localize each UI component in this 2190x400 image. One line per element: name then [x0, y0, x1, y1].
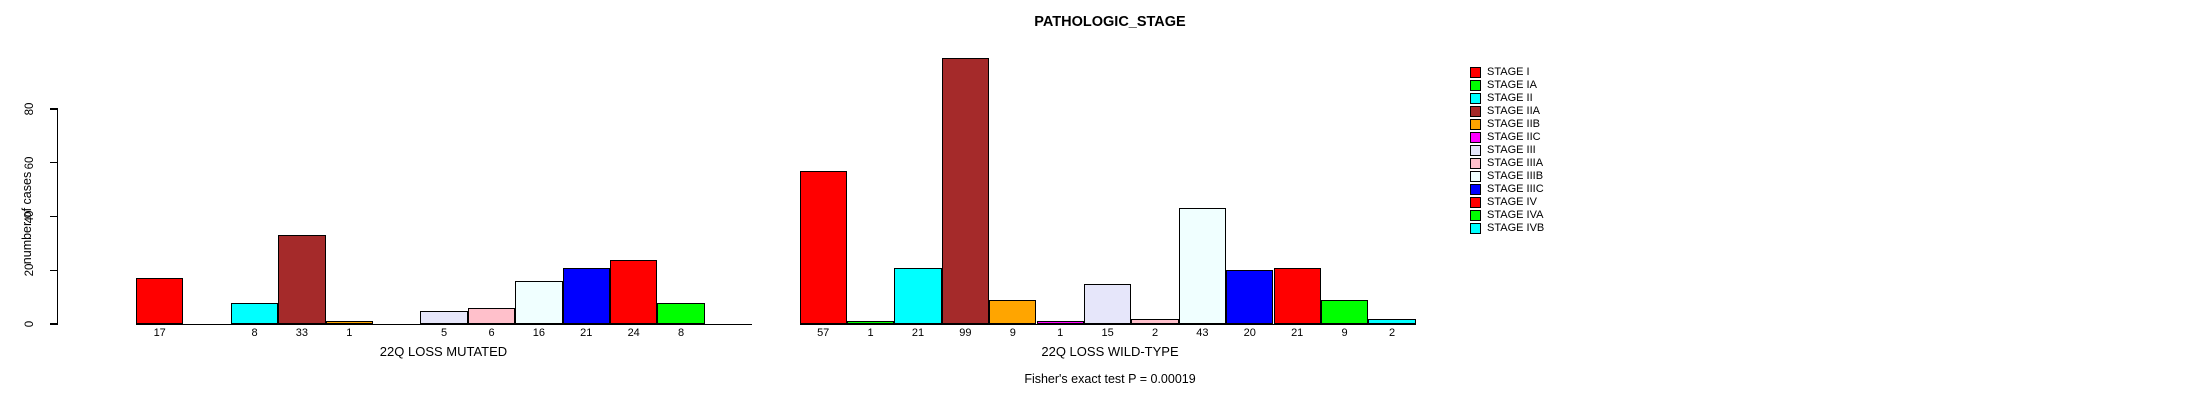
y-axis-tick-label: 20 [24, 263, 36, 277]
bar-stage-iiia [1131, 318, 1179, 324]
bar-stage-iii [1083, 283, 1132, 324]
legend-label: STAGE IA [1487, 79, 1537, 91]
legend-label: STAGE IVA [1487, 209, 1544, 221]
bar-value-label: 99 [959, 327, 972, 339]
x-axis-group-label-mutated: 22Q LOSS MUTATED [379, 344, 508, 359]
legend-label: STAGE IIIB [1487, 170, 1544, 182]
bar-value-label: 5 [441, 327, 448, 339]
bar-stage-i [799, 170, 847, 324]
legend-swatch [1470, 93, 1481, 104]
legend-label: STAGE II [1487, 92, 1533, 104]
bar-stage-ii [894, 267, 942, 324]
bar-stage-iic [1036, 321, 1084, 324]
legend-label: STAGE IIIC [1487, 183, 1544, 195]
legend-label: STAGE IIIA [1487, 157, 1544, 169]
y-axis-tick-label: 80 [24, 102, 36, 116]
legend-swatch [1470, 158, 1481, 169]
legend-swatch [1470, 119, 1481, 130]
bar-stage-iib [325, 321, 373, 324]
bar-value-label: 1 [1057, 327, 1064, 339]
bar-value-label: 15 [1101, 327, 1114, 339]
bar-stage-iiia [467, 307, 516, 324]
bar-value-label: 21 [1291, 327, 1304, 339]
y-axis-tick-label: 40 [24, 210, 36, 223]
bar-value-label: 21 [911, 327, 925, 339]
bar-value-label: 2 [1151, 327, 1159, 339]
group-baseline [799, 323, 1416, 325]
group-baseline [136, 323, 753, 325]
bar-value-label: 33 [295, 327, 309, 339]
legend-swatch [1470, 223, 1481, 234]
y-axis-tick [50, 215, 58, 218]
bar-value-label: 1 [867, 327, 874, 339]
y-axis-tick-label: 0 [24, 320, 36, 328]
legend-label: STAGE IIA [1487, 105, 1540, 117]
bar-stage-iia [278, 235, 326, 324]
bar-value-label: 1 [346, 327, 353, 339]
bar-value-label: 16 [532, 327, 546, 339]
bar-value-label: 21 [580, 327, 593, 339]
legend-label: STAGE III [1487, 144, 1536, 156]
bar-stage-iiib [515, 281, 563, 324]
bar-value-label: 43 [1196, 327, 1209, 339]
legend-label: STAGE IV [1487, 196, 1537, 208]
bar-value-label: 6 [488, 327, 495, 339]
legend-swatch [1470, 67, 1481, 78]
bar-stage-i [136, 278, 184, 324]
y-axis-tick [50, 162, 58, 164]
bar-value-label: 9 [1009, 327, 1016, 339]
fisher-test-footnote: Fisher's exact test P = 0.00019 [1024, 372, 1196, 386]
legend-swatch [1470, 184, 1481, 195]
bar-stage-iv [610, 259, 658, 324]
bar-stage-iv [1273, 267, 1321, 324]
y-axis-tick [50, 269, 58, 271]
bar-value-label: 17 [153, 327, 166, 339]
legend-swatch [1470, 145, 1481, 156]
legend-label: STAGE I [1487, 66, 1530, 78]
y-axis-tick [50, 108, 58, 110]
legend-swatch [1470, 106, 1481, 117]
bar-stage-ii [230, 302, 279, 324]
legend-swatch [1470, 80, 1481, 91]
bar-stage-iiib [1178, 208, 1227, 324]
legend-swatch [1470, 197, 1481, 208]
chart-title: PATHOLOGIC_STAGE [1034, 14, 1186, 30]
y-axis-tick-label: 60 [24, 156, 36, 170]
bar-stage-iiic [1226, 270, 1274, 324]
legend-label: STAGE IVB [1487, 222, 1545, 234]
bar-stage-iva [1320, 299, 1369, 324]
y-axis-tick [50, 323, 58, 325]
legend-label: STAGE IIB [1487, 118, 1540, 130]
bar-stage-iia [941, 57, 990, 324]
bar-stage-ia [846, 321, 895, 324]
legend-label: STAGE IIC [1487, 131, 1541, 143]
bar-value-label: 2 [1388, 327, 1396, 339]
bar-value-label: 8 [678, 327, 685, 339]
bar-stage-iib [989, 299, 1037, 324]
bar-value-label: 57 [817, 327, 830, 339]
bar-value-label: 8 [251, 327, 258, 339]
bar-stage-iii [420, 310, 468, 324]
bar-value-label: 9 [1341, 327, 1348, 339]
legend-swatch [1470, 171, 1481, 182]
bar-stage-iva [657, 302, 705, 324]
x-axis-group-label-wildtype: 22Q LOSS WILD-TYPE [1041, 344, 1179, 359]
bar-value-label: 20 [1243, 327, 1256, 339]
legend-swatch [1470, 132, 1481, 143]
legend-swatch [1470, 210, 1481, 221]
bar-stage-ivb [1368, 318, 1416, 324]
bar-stage-iiic [562, 267, 610, 324]
bar-value-label: 24 [627, 327, 640, 339]
